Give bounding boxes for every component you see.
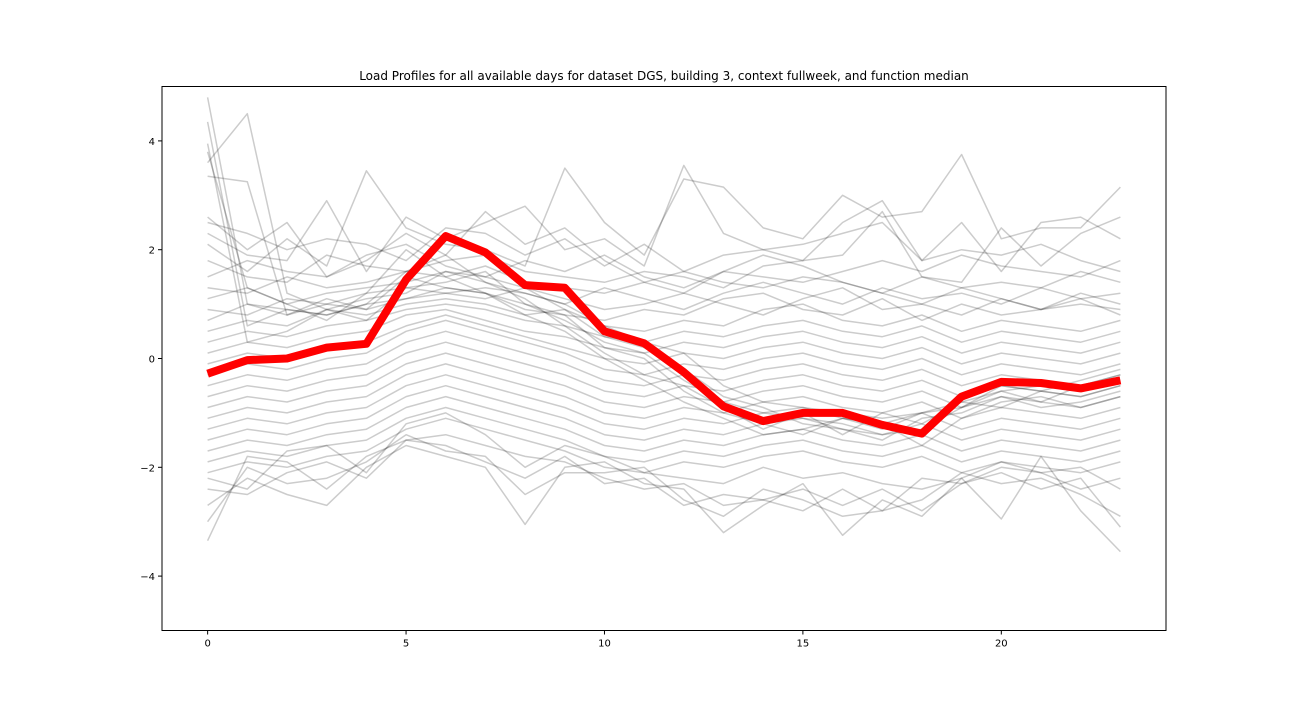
profile-line-17 [207,303,1121,343]
profile-line-3 [206,151,1121,447]
x-tick-label-0: 0 [204,639,210,650]
profile-line-26 [207,384,1121,441]
profile-line-31 [207,444,1121,553]
profile-line-24 [207,363,1121,420]
y-axis: 4 2 0 −2 −4 [140,137,162,583]
background-profiles [206,97,1121,553]
median-series [206,232,1122,438]
y-tick-label-1: 2 [149,246,155,257]
profile-line-32 [206,433,1121,523]
x-tick-label-15: 15 [797,639,810,650]
profile-line-5 [207,175,1121,420]
profile-line-29 [207,417,1121,474]
profile-line-4 [207,112,1121,436]
profile-line-28 [207,406,1121,463]
profile-line-16 [207,297,1121,333]
profile-line-11 [207,243,1121,289]
profile-line-12 [207,265,1121,294]
profile-line-7 [207,221,1121,273]
profile-line-23 [207,352,1121,409]
profile-line-34 [207,412,1121,490]
profile-line-10 [207,210,1121,289]
profile-line-8 [207,164,1121,273]
y-tick-label-2: 0 [149,355,155,366]
x-tick-label-5: 5 [403,639,409,650]
profile-line-18 [207,308,1121,354]
y-tick-label-4: −4 [140,572,155,583]
median-line [206,232,1122,438]
profile-line-15 [207,287,1121,322]
profile-line-27 [207,395,1121,452]
x-axis: 0 5 10 15 20 [204,630,1008,650]
profile-line-33 [206,439,1121,542]
profile-line-0 [206,97,1121,436]
profile-line-25 [207,374,1121,430]
chart-title: Load Profiles for all available days for… [359,69,969,83]
profile-line-1 [206,121,1121,436]
y-tick-label-3: −2 [140,463,155,474]
profile-line-20 [207,319,1121,376]
profile-line-14 [207,287,1121,316]
y-tick-label-0: 4 [149,137,155,148]
profile-line-6 [207,210,1121,311]
x-tick-label-10: 10 [598,639,611,650]
profile-line-9 [207,153,1121,273]
x-tick-label-20: 20 [995,639,1008,650]
profile-line-13 [207,270,1121,311]
profile-line-30 [207,433,1121,512]
profile-line-21 [207,330,1121,387]
